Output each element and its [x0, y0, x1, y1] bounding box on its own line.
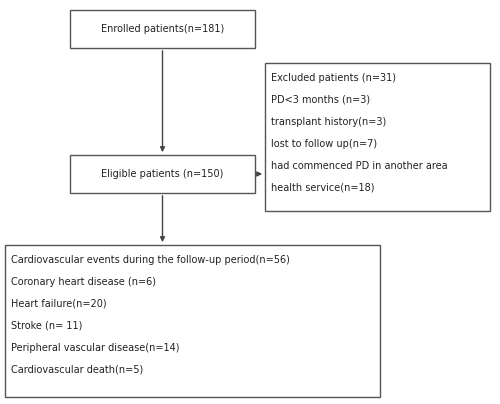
Text: health service(n=18): health service(n=18) — [271, 183, 374, 193]
Bar — [70, 10, 255, 48]
Bar — [265, 63, 490, 211]
Text: Peripheral vascular disease(n=14): Peripheral vascular disease(n=14) — [11, 343, 179, 353]
Text: Stroke (n= 11): Stroke (n= 11) — [11, 321, 83, 331]
Text: transplant history(n=3): transplant history(n=3) — [271, 117, 386, 127]
Text: Cardiovascular events during the follow-up period(n=56): Cardiovascular events during the follow-… — [11, 255, 290, 265]
Text: had commenced PD in another area: had commenced PD in another area — [271, 161, 448, 171]
Text: Eligible patients (n=150): Eligible patients (n=150) — [102, 169, 224, 179]
Text: Cardiovascular death(n=5): Cardiovascular death(n=5) — [11, 365, 143, 375]
Text: Excluded patients (n=31): Excluded patients (n=31) — [271, 73, 396, 83]
Bar — [5, 245, 380, 397]
Text: Enrolled patients(n=181): Enrolled patients(n=181) — [101, 24, 224, 34]
Bar — [70, 155, 255, 193]
Text: Coronary heart disease (n=6): Coronary heart disease (n=6) — [11, 277, 156, 287]
Text: Heart failure(n=20): Heart failure(n=20) — [11, 299, 106, 309]
Text: PD<3 months (n=3): PD<3 months (n=3) — [271, 95, 370, 105]
Text: lost to follow up(n=7): lost to follow up(n=7) — [271, 139, 377, 149]
